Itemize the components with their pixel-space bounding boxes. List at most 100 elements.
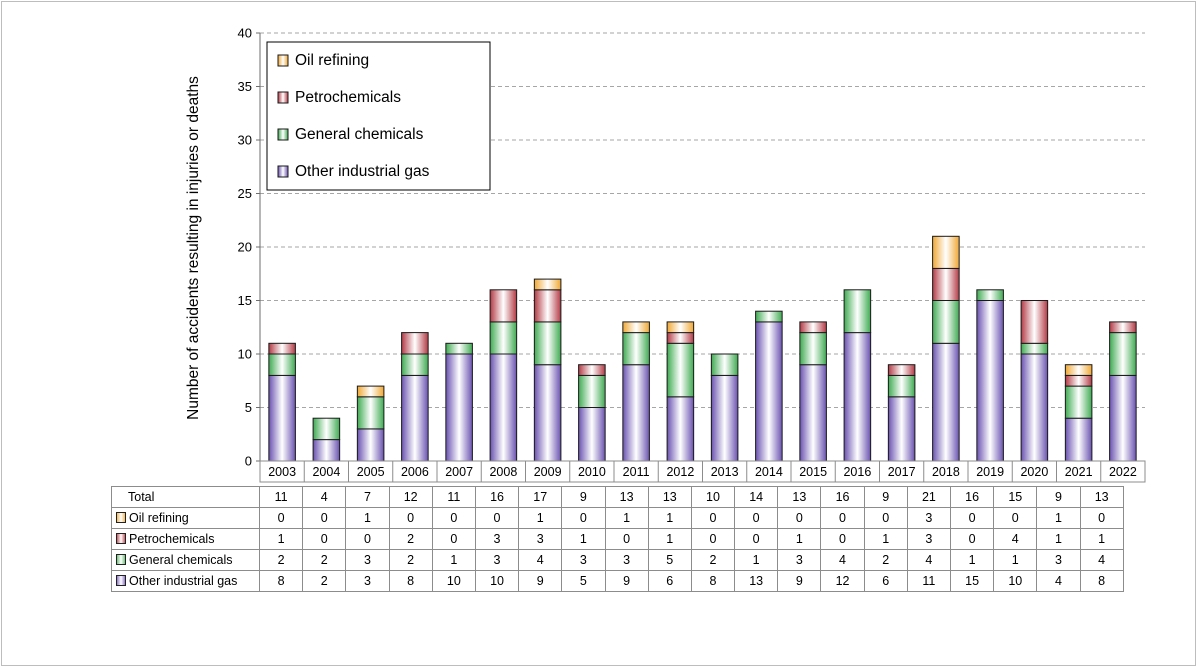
x-tick-label: 2007 xyxy=(445,465,473,479)
table-row: Petrochemicals10020331010010130411 xyxy=(112,529,1124,550)
table-cell: 15 xyxy=(994,487,1037,508)
table-cell: 10 xyxy=(475,571,518,592)
table-cell: 16 xyxy=(475,487,518,508)
bar-segment xyxy=(667,343,694,397)
table-cell: 0 xyxy=(303,508,346,529)
bar-segment xyxy=(1021,343,1048,354)
bar-segment xyxy=(667,397,694,461)
bar-segment xyxy=(800,365,827,461)
x-tick-label: 2012 xyxy=(666,465,694,479)
table-cell: 0 xyxy=(691,508,734,529)
bar-segment xyxy=(490,354,517,461)
x-tick-label: 2008 xyxy=(489,465,517,479)
x-tick-label: 2014 xyxy=(755,465,783,479)
bar-segment xyxy=(357,386,384,397)
bar-segment xyxy=(446,354,473,461)
bar-segment xyxy=(313,440,340,461)
bar-segment xyxy=(1110,333,1137,376)
table-cell: 9 xyxy=(778,571,821,592)
table-cell: 1 xyxy=(1037,529,1080,550)
bar-segment xyxy=(269,354,296,375)
bar-segment xyxy=(800,333,827,365)
table-cell: 15 xyxy=(951,571,994,592)
table-cell: 0 xyxy=(303,529,346,550)
table-row: Total11471211161791313101413169211615913 xyxy=(112,487,1124,508)
table-cell: 5 xyxy=(562,571,605,592)
bar-segment xyxy=(490,322,517,354)
table-cell: 3 xyxy=(346,571,389,592)
table-row: Other industrial gas82381010959681391261… xyxy=(112,571,1124,592)
table-cell: 6 xyxy=(648,571,691,592)
table-cell: 9 xyxy=(864,487,907,508)
table-cell: 7 xyxy=(346,487,389,508)
y-tick-label: 25 xyxy=(238,186,252,201)
table-cell: 0 xyxy=(475,508,518,529)
bar-segment xyxy=(933,268,960,300)
table-cell: 3 xyxy=(519,529,562,550)
bar-segment xyxy=(711,375,738,461)
table-cell: 0 xyxy=(605,529,648,550)
bar-segment xyxy=(357,397,384,429)
table-cell: 4 xyxy=(519,550,562,571)
table-cell: 1 xyxy=(648,508,691,529)
table-cell: 0 xyxy=(432,508,475,529)
table-cell: 4 xyxy=(1037,571,1080,592)
bar-segment xyxy=(1065,375,1092,386)
bar-segment xyxy=(623,322,650,333)
x-tick-label: 2018 xyxy=(932,465,960,479)
bar-segment xyxy=(357,429,384,461)
legend-label: Oil refining xyxy=(295,52,369,69)
bar-segment xyxy=(844,333,871,461)
bar-segment xyxy=(446,343,473,354)
table-cell: 21 xyxy=(907,487,950,508)
table-cell: 0 xyxy=(389,508,432,529)
table-cell: 11 xyxy=(432,487,475,508)
bar-segment xyxy=(933,343,960,461)
table-cell: 0 xyxy=(691,529,734,550)
row-key-swatch xyxy=(116,512,126,523)
table-cell: 1 xyxy=(519,508,562,529)
x-tick-label: 2015 xyxy=(799,465,827,479)
table-cell: 13 xyxy=(605,487,648,508)
bar-segment xyxy=(269,343,296,354)
table-cell: 3 xyxy=(907,508,950,529)
x-tick-label: 2013 xyxy=(711,465,739,479)
y-tick-label: 35 xyxy=(238,79,252,94)
table-cell: 12 xyxy=(389,487,432,508)
legend-swatch xyxy=(278,92,288,103)
bar-segment xyxy=(667,333,694,344)
table-cell: 4 xyxy=(821,550,864,571)
bar-segment xyxy=(579,365,606,376)
table-cell: 13 xyxy=(735,571,778,592)
table-cell: 0 xyxy=(864,508,907,529)
row-label: General chemicals xyxy=(112,550,260,571)
table-cell: 10 xyxy=(994,571,1037,592)
table-cell: 1 xyxy=(1037,508,1080,529)
table-cell: 8 xyxy=(389,571,432,592)
bar-segment xyxy=(933,236,960,268)
bar-segment xyxy=(844,290,871,333)
table-cell: 3 xyxy=(475,550,518,571)
x-tick-label: 2004 xyxy=(312,465,340,479)
bar-segment xyxy=(1110,322,1137,333)
bar-segment xyxy=(490,290,517,322)
table-cell: 17 xyxy=(519,487,562,508)
bar-segment xyxy=(269,375,296,461)
bar-segment xyxy=(977,290,1004,301)
table-cell: 13 xyxy=(648,487,691,508)
data-table: Total11471211161791313101413169211615913… xyxy=(111,486,1124,592)
table-cell: 0 xyxy=(778,508,821,529)
table-cell: 4 xyxy=(907,550,950,571)
x-tick-label: 2020 xyxy=(1020,465,1048,479)
row-key-swatch xyxy=(116,533,126,544)
bar-segment xyxy=(888,365,915,376)
bar-segment xyxy=(756,311,783,322)
table-cell: 16 xyxy=(951,487,994,508)
y-tick-label: 5 xyxy=(245,400,252,415)
table-cell: 14 xyxy=(735,487,778,508)
row-label: Oil refining xyxy=(112,508,260,529)
bar-segment xyxy=(933,301,960,344)
table-cell: 4 xyxy=(303,487,346,508)
table-cell: 12 xyxy=(821,571,864,592)
table-cell: 2 xyxy=(389,550,432,571)
